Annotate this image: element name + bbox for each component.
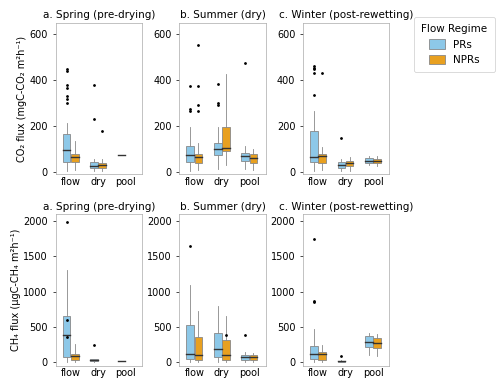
- Bar: [374, 159, 381, 163]
- Bar: [338, 162, 345, 168]
- Bar: [310, 346, 318, 359]
- Bar: [242, 152, 249, 161]
- Title: b. Summer (dry): b. Summer (dry): [180, 11, 266, 21]
- Bar: [71, 154, 78, 162]
- Title: c. Winter (post-rewetting): c. Winter (post-rewetting): [279, 202, 413, 212]
- Bar: [318, 352, 326, 360]
- Bar: [222, 340, 230, 360]
- Bar: [214, 144, 222, 155]
- Y-axis label: CH₄ flux (μgC-CH₄ m²h⁻¹): CH₄ flux (μgC-CH₄ m²h⁻¹): [10, 229, 20, 351]
- Bar: [338, 361, 345, 362]
- Bar: [222, 127, 230, 151]
- Bar: [186, 146, 194, 162]
- Bar: [250, 154, 258, 163]
- Bar: [194, 338, 202, 360]
- Bar: [90, 163, 98, 168]
- Legend: PRs, NPRs: PRs, NPRs: [414, 17, 495, 72]
- Title: a. Spring (pre-drying): a. Spring (pre-drying): [42, 11, 155, 21]
- Bar: [194, 154, 202, 163]
- Bar: [242, 355, 249, 360]
- Bar: [62, 316, 70, 357]
- Bar: [186, 325, 194, 359]
- Title: c. Winter (post-rewetting): c. Winter (post-rewetting): [279, 11, 413, 21]
- Bar: [365, 158, 372, 163]
- Bar: [346, 161, 354, 166]
- Bar: [365, 336, 372, 347]
- Bar: [310, 131, 318, 162]
- Title: b. Summer (dry): b. Summer (dry): [180, 202, 266, 212]
- Bar: [374, 338, 381, 349]
- Bar: [318, 154, 326, 163]
- Bar: [98, 163, 106, 168]
- Bar: [250, 355, 258, 361]
- Bar: [71, 354, 78, 360]
- Title: a. Spring (pre-drying): a. Spring (pre-drying): [42, 202, 155, 212]
- Bar: [90, 359, 98, 361]
- Y-axis label: CO₂ flux (mgC-CO₂ m²h⁻¹): CO₂ flux (mgC-CO₂ m²h⁻¹): [16, 35, 26, 161]
- Bar: [62, 134, 70, 162]
- Bar: [214, 333, 222, 357]
